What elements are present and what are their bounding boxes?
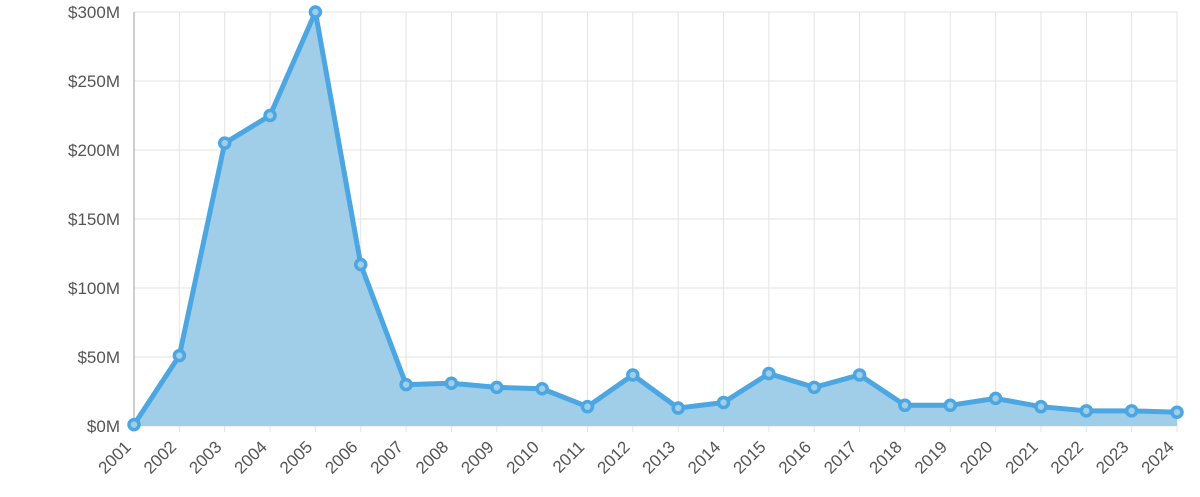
data-point[interactable] bbox=[852, 368, 867, 382]
data-point[interactable] bbox=[626, 368, 640, 382]
x-tick-label: 2009 bbox=[457, 437, 497, 477]
data-point[interactable] bbox=[1170, 405, 1184, 419]
x-tick-labels: 2001 2002 2003 2004 2005 2006 2007 2008 2009 2010… bbox=[95, 437, 1178, 477]
data-point[interactable] bbox=[172, 348, 187, 363]
y-tick-labels: $0M $50M $100M $150M $200M $250M $300M bbox=[68, 3, 120, 436]
x-tick-label: 2016 bbox=[775, 437, 815, 477]
data-point[interactable] bbox=[1124, 404, 1139, 418]
data-point[interactable] bbox=[127, 417, 141, 432]
x-tick-label: 2007 bbox=[367, 437, 407, 477]
data-point[interactable] bbox=[263, 108, 277, 123]
data-point[interactable] bbox=[762, 366, 776, 381]
data-point[interactable] bbox=[308, 5, 323, 19]
data-point[interactable] bbox=[399, 377, 413, 392]
data-point[interactable] bbox=[444, 376, 459, 390]
data-point[interactable] bbox=[807, 380, 821, 395]
x-tick-label: 2020 bbox=[956, 437, 996, 477]
data-point[interactable] bbox=[353, 257, 368, 272]
x-tick-label: 2004 bbox=[231, 437, 271, 477]
y-tick-label: $200M bbox=[68, 141, 120, 160]
x-tick-label: 2001 bbox=[95, 437, 135, 477]
area-layer bbox=[134, 12, 1177, 426]
x-tick-label: 2010 bbox=[503, 437, 543, 477]
y-tick-label: $150M bbox=[68, 210, 120, 229]
data-point[interactable] bbox=[1034, 399, 1048, 414]
x-tick-label: 2013 bbox=[639, 437, 679, 477]
x-tick-label: 2006 bbox=[321, 437, 361, 477]
x-tick-label: 2002 bbox=[140, 437, 180, 477]
y-tick-label: $0M bbox=[87, 417, 120, 436]
data-point[interactable] bbox=[1079, 404, 1094, 418]
x-tick-label: 2012 bbox=[593, 437, 633, 477]
y-tick-label: $100M bbox=[68, 279, 120, 298]
data-point[interactable] bbox=[217, 136, 232, 150]
x-tick-label: 2008 bbox=[412, 437, 452, 477]
data-point[interactable] bbox=[988, 391, 1003, 406]
y-tick-label: $50M bbox=[77, 348, 120, 367]
x-tick-label: 2015 bbox=[730, 437, 770, 477]
data-points bbox=[127, 5, 1184, 432]
x-tick-label: 2024 bbox=[1138, 437, 1178, 477]
x-tick-label: 2021 bbox=[1002, 437, 1042, 477]
x-tick-label: 2003 bbox=[185, 437, 225, 477]
data-point[interactable] bbox=[580, 399, 595, 414]
series-line bbox=[131, 9, 1180, 428]
data-point[interactable] bbox=[716, 395, 731, 410]
x-tick-label: 2022 bbox=[1047, 437, 1087, 477]
data-point[interactable] bbox=[671, 401, 685, 415]
data-point[interactable] bbox=[943, 398, 958, 413]
y-tick-label: $250M bbox=[68, 72, 120, 91]
x-tick-label: 2023 bbox=[1092, 437, 1132, 477]
x-tick-label: 2014 bbox=[684, 437, 724, 477]
x-tick-label: 2019 bbox=[911, 437, 951, 477]
data-point[interactable] bbox=[898, 398, 912, 413]
data-point[interactable] bbox=[535, 381, 549, 396]
x-tick-label: 2018 bbox=[866, 437, 906, 477]
y-tick-label: $300M bbox=[68, 3, 120, 22]
x-tick-label: 2011 bbox=[549, 437, 588, 476]
series-area bbox=[134, 12, 1177, 426]
series-layer bbox=[131, 9, 1180, 428]
x-tick-label: 2017 bbox=[820, 437, 860, 477]
data-point[interactable] bbox=[490, 380, 504, 395]
x-tick-label: 2005 bbox=[276, 437, 316, 477]
